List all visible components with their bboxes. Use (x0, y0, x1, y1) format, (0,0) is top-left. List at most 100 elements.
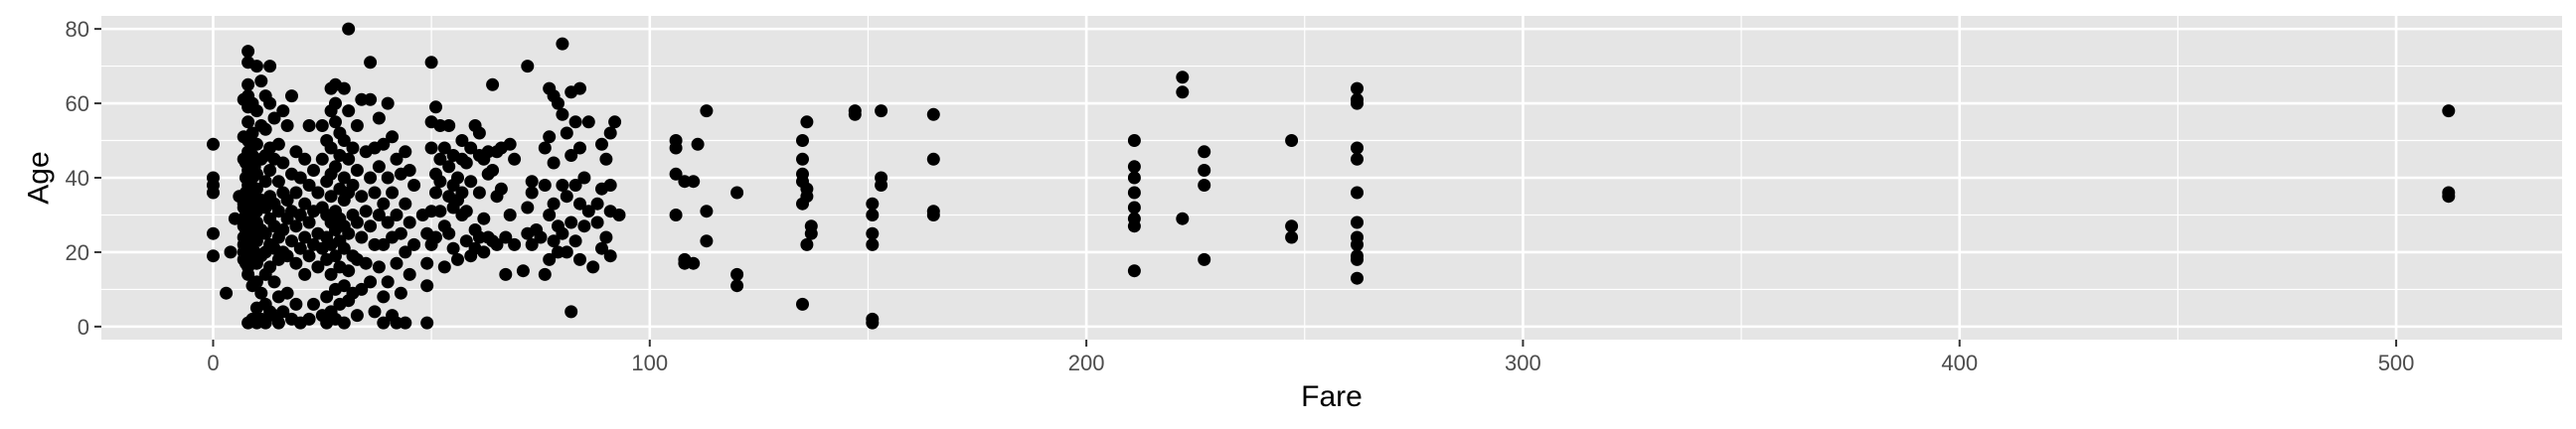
data-point (342, 104, 356, 118)
data-point (424, 56, 438, 70)
data-point (525, 237, 539, 251)
data-point (1351, 215, 1364, 229)
data-point (2442, 104, 2456, 118)
data-point (242, 267, 255, 281)
data-point (364, 56, 378, 70)
data-point (547, 197, 561, 211)
data-point (289, 219, 303, 233)
data-point (543, 130, 557, 144)
data-point (263, 260, 277, 274)
data-point (442, 119, 456, 132)
data-point (568, 115, 582, 129)
data-point (1351, 186, 1364, 200)
data-point (573, 197, 586, 211)
data-point (1351, 271, 1364, 285)
data-point (298, 197, 312, 211)
data-point (700, 205, 714, 218)
data-point (796, 134, 809, 147)
data-point (508, 237, 522, 251)
data-point (271, 137, 285, 151)
y-tick-label: 20 (66, 240, 89, 265)
data-point (581, 205, 595, 218)
x-tick-label: 500 (2378, 351, 2415, 375)
data-point (372, 209, 386, 221)
data-point (329, 160, 342, 174)
data-point (293, 209, 307, 221)
data-point (355, 230, 369, 244)
data-point (359, 256, 373, 270)
data-point (573, 81, 586, 95)
data-point (451, 252, 464, 266)
data-point (866, 209, 880, 221)
data-point (691, 137, 705, 151)
data-point (307, 297, 320, 311)
data-point (556, 107, 569, 121)
data-point (1127, 171, 1141, 185)
data-point (315, 119, 329, 132)
data-point (364, 171, 378, 185)
data-point (560, 190, 573, 204)
data-point (337, 279, 351, 293)
data-point (521, 60, 535, 73)
data-point (311, 260, 325, 274)
data-point (552, 96, 564, 110)
data-point (399, 245, 412, 259)
data-point (1285, 219, 1299, 233)
data-point (293, 241, 307, 255)
data-point (280, 286, 294, 300)
data-point (796, 152, 809, 166)
data-point (875, 179, 888, 192)
data-point (420, 256, 434, 270)
data-point (276, 305, 290, 319)
data-point (451, 171, 464, 185)
data-point (302, 249, 316, 263)
data-point (258, 122, 272, 136)
data-point (390, 209, 403, 221)
data-point (386, 186, 400, 200)
data-point (342, 264, 356, 278)
data-point (372, 160, 386, 174)
data-point (245, 126, 259, 140)
data-point (599, 152, 613, 166)
data-point (307, 164, 320, 177)
data-point (242, 115, 255, 129)
data-point (464, 141, 478, 155)
data-point (364, 219, 378, 233)
data-point (280, 249, 294, 263)
data-point (730, 279, 744, 293)
data-point (538, 267, 552, 281)
data-point (394, 226, 407, 240)
data-point (516, 264, 530, 278)
major-grid (101, 16, 2562, 340)
data-point (1127, 160, 1141, 174)
data-point (560, 126, 573, 140)
data-point (407, 237, 421, 251)
x-tick-label: 300 (1505, 351, 1541, 375)
tick-labels: 0 100 200 300 400 500 0 20 40 60 80 (66, 17, 2415, 375)
data-point (399, 197, 412, 211)
data-point (249, 167, 263, 181)
data-point (402, 164, 416, 177)
data-point (329, 96, 342, 110)
data-point (1351, 152, 1364, 166)
axis-ticks (94, 28, 2398, 347)
data-point (455, 186, 469, 200)
data-point (207, 226, 220, 240)
data-point (337, 316, 351, 330)
data-point (590, 197, 604, 211)
data-point (368, 186, 382, 200)
data-point (573, 252, 586, 266)
data-point (342, 226, 356, 240)
data-point (499, 267, 513, 281)
data-point (249, 275, 263, 289)
data-point (381, 171, 395, 185)
data-point (311, 186, 325, 200)
data-point (866, 226, 880, 240)
data-point (926, 209, 940, 221)
data-point (1176, 212, 1190, 225)
data-point (254, 286, 268, 300)
data-point (390, 152, 403, 166)
data-point (315, 152, 329, 166)
data-point (2442, 190, 2456, 204)
data-point (538, 141, 552, 155)
